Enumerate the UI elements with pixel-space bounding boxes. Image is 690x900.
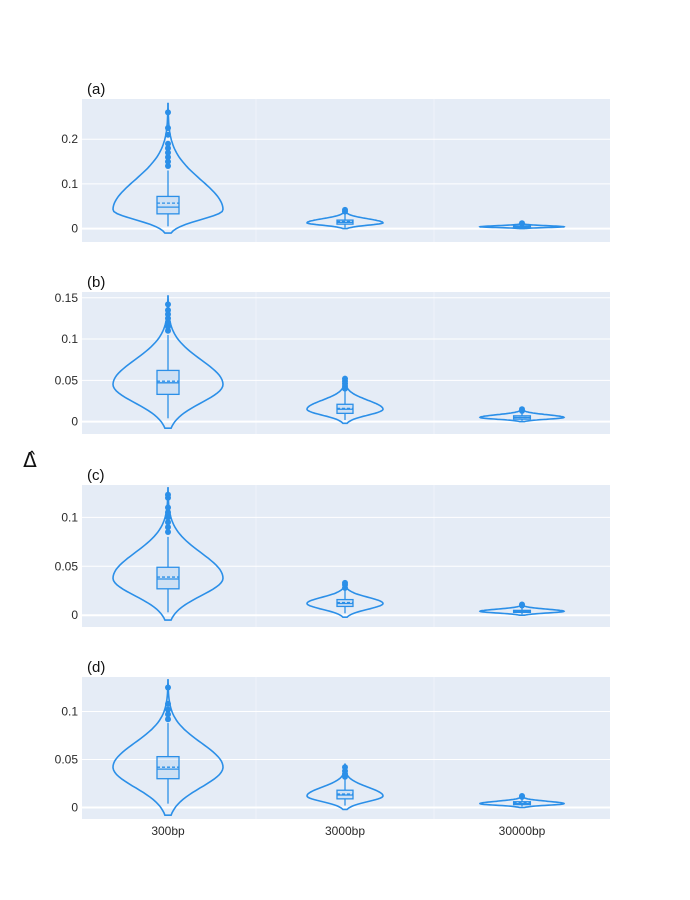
iqr-box bbox=[156, 566, 180, 590]
outlier-point bbox=[165, 684, 171, 691]
y-tick-label: 0 bbox=[71, 222, 78, 236]
outlier-point bbox=[165, 154, 171, 161]
violin-30000bp bbox=[478, 220, 566, 230]
outlier-point bbox=[165, 125, 171, 132]
y-tick-label: 0.1 bbox=[61, 177, 78, 191]
outlier-point bbox=[342, 375, 348, 382]
outlier-point bbox=[519, 220, 525, 227]
panel-d: 0 0.05 0.1 (d) bbox=[55, 659, 610, 819]
outlier-point bbox=[165, 158, 171, 165]
panel-label: (b) bbox=[87, 274, 105, 291]
violin-30000bp bbox=[478, 601, 566, 616]
outlier-point bbox=[165, 149, 171, 156]
violin-300bp bbox=[112, 102, 224, 234]
violin-30000bp bbox=[478, 792, 566, 809]
violin-3000bp bbox=[306, 375, 384, 425]
violin-outline bbox=[112, 487, 224, 621]
outlier-point bbox=[165, 706, 171, 713]
outlier-point bbox=[165, 519, 171, 526]
outlier-point bbox=[165, 716, 171, 723]
outlier-point bbox=[342, 764, 348, 771]
y-tick-label: 0 bbox=[71, 608, 78, 622]
violin-300bp bbox=[112, 487, 224, 621]
y-tick-label: 0.1 bbox=[61, 332, 78, 346]
panel-c: 0 0.05 0.1 (c) bbox=[55, 467, 610, 627]
outlier-point bbox=[165, 311, 171, 318]
outlier-point bbox=[165, 140, 171, 147]
x-tick-label: 300bp bbox=[151, 824, 185, 838]
violin-3000bp bbox=[306, 206, 384, 230]
outlier-point bbox=[342, 206, 348, 213]
outlier-point bbox=[165, 323, 171, 330]
panel-label: (a) bbox=[87, 81, 105, 98]
outlier-point bbox=[165, 529, 171, 536]
outlier-point bbox=[165, 509, 171, 516]
outlier-point bbox=[165, 145, 171, 152]
y-tick-label: 0.05 bbox=[55, 753, 79, 767]
outlier-point bbox=[165, 514, 171, 521]
iqr-box bbox=[156, 195, 180, 215]
outlier-point bbox=[165, 319, 171, 326]
y-tick-label: 0 bbox=[71, 800, 78, 814]
outlier-point bbox=[165, 524, 171, 531]
outlier-point bbox=[165, 700, 171, 707]
outlier-point bbox=[165, 315, 171, 322]
panel-a: 0 0.1 0.2 (a) bbox=[61, 81, 610, 242]
y-tick-label: 0.05 bbox=[55, 373, 79, 387]
violin-300bp bbox=[112, 295, 224, 429]
y-tick-label: 0.2 bbox=[61, 132, 78, 146]
outlier-point bbox=[165, 327, 171, 334]
violin-outline bbox=[112, 679, 224, 816]
violin-3000bp bbox=[306, 763, 384, 811]
panel-b: 0 0.05 0.1 0.15 (b) bbox=[55, 274, 610, 434]
violin-30000bp bbox=[478, 406, 566, 423]
y-tick-label: 0.1 bbox=[61, 510, 78, 524]
plot-background bbox=[82, 99, 610, 242]
violin-outline bbox=[112, 102, 224, 234]
outlier-point bbox=[165, 301, 171, 308]
panel-label: (c) bbox=[87, 467, 105, 484]
outlier-point bbox=[519, 601, 525, 608]
outlier-point bbox=[165, 504, 171, 511]
outlier-point bbox=[165, 491, 171, 498]
panel-label: (d) bbox=[87, 659, 105, 676]
y-tick-label: 0.05 bbox=[55, 559, 79, 573]
outlier-point bbox=[165, 163, 171, 170]
y-tick-label: 0.1 bbox=[61, 705, 78, 719]
outlier-point bbox=[342, 579, 348, 586]
outlier-point bbox=[519, 792, 525, 799]
outlier-point bbox=[519, 406, 525, 413]
x-tick-label: 3000bp bbox=[325, 824, 365, 838]
outlier-point bbox=[165, 109, 171, 116]
outlier-point bbox=[165, 307, 171, 314]
violin-3000bp bbox=[306, 579, 384, 618]
violin-300bp bbox=[112, 679, 224, 816]
y-tick-label: 0 bbox=[71, 415, 78, 429]
violin-outline bbox=[112, 295, 224, 429]
x-tick-label: 30000bp bbox=[499, 824, 546, 838]
y-axis-label: Δ̂ bbox=[23, 448, 37, 472]
y-tick-label: 0.15 bbox=[55, 291, 79, 305]
outlier-point bbox=[165, 131, 171, 138]
outlier-point bbox=[165, 711, 171, 718]
